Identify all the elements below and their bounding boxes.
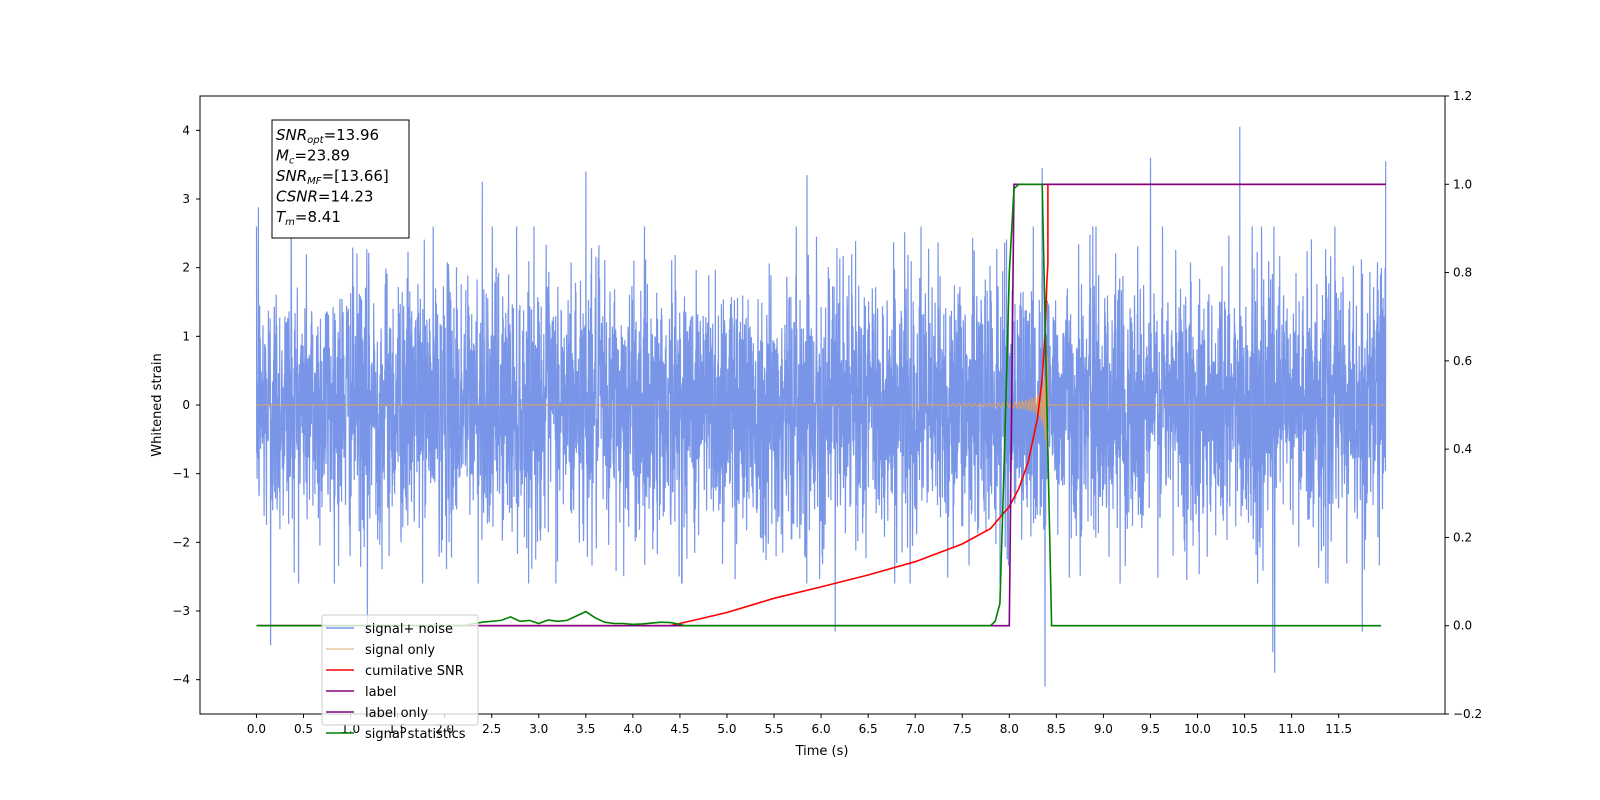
series-signal-statistics [256,183,1381,627]
annotation-line: Tm=8.41 [276,208,341,228]
x-tick-label: 11.0 [1278,722,1305,736]
x-tick-label: 2.5 [482,722,501,736]
x-tick-label: 6.5 [859,722,878,736]
x-tick-label: 7.5 [953,722,972,736]
y2-tick-label: 0.4 [1453,442,1472,456]
y2-tick-label: −0.2 [1453,707,1482,721]
legend[interactable]: signal+ noise signal only cumilative SNR la… [321,614,479,742]
x-axis-label: Time (s) [795,744,849,759]
x-tick-label: 3.0 [529,722,548,736]
series-layer [255,126,1387,687]
y-tick-label: 2 [182,261,190,275]
x-tick-label: 5.0 [717,722,736,736]
annotation-line: CSNR=14.23 [276,188,373,206]
y2-tick-label: 0.6 [1453,354,1472,368]
x-tick-label: 9.0 [1094,722,1113,736]
y2-tick-label: 0.2 [1453,530,1472,544]
series-signal-noise [255,126,1387,687]
y-axis-label: Whitened strain [150,353,165,456]
x-tick-label: 10.0 [1184,722,1211,736]
x-tick-label: 5.5 [764,722,783,736]
legend-frame [321,614,479,726]
x-tick-label: 4.0 [623,722,642,736]
x-tick-label: 4.5 [670,722,689,736]
y2-tick-label: 0.0 [1453,619,1472,633]
y-tick-label: 0 [182,398,190,412]
x-tick-label: 8.5 [1047,722,1066,736]
series-signal-only [256,355,1386,448]
annotation-frame [271,119,410,239]
x-tick-label: 8.0 [1000,722,1019,736]
legend-label-cumilative-snr: cumilative SNR [365,664,464,679]
series-cumilative-snr [256,183,1386,627]
series-label [256,183,1386,627]
snr-annotation: SNRopt=13.96Mc=23.89SNRMF=[13.66]CSNR=14… [271,119,410,239]
legend-label-label: label [365,685,396,700]
annotation-line: SNRMF=[13.66] [276,167,389,187]
x-tick-label: 0.0 [247,722,266,736]
y2-tick-label: 0.8 [1453,266,1472,280]
y-tick-label: −4 [172,673,190,687]
annotation-line: Mc=23.89 [276,147,350,167]
y-tick-label: −2 [172,535,190,549]
y-tick-label: 3 [182,192,190,206]
annotation-line: SNRopt=13.96 [276,126,379,146]
y-axis-left: −4 −3 −2 −1 0 1 2 3 4 [172,123,200,687]
legend-label-signal-only: signal only [365,643,435,658]
y-tick-label: −1 [172,467,190,481]
legend-label-signal-noise: signal+ noise [365,622,453,637]
y-tick-label: 1 [182,329,190,343]
legend-label-label-only: label only [365,706,428,721]
x-tick-label: 6.0 [812,722,831,736]
x-tick-label: 0.5 [294,722,313,736]
x-tick-label: 9.5 [1141,722,1160,736]
x-tick-label: 11.5 [1325,722,1352,736]
y-axis-right: −0.2 0.0 0.2 0.4 0.6 0.8 1.0 1.2 [1445,89,1482,721]
y-tick-label: 4 [182,123,190,137]
y-tick-label: −3 [172,604,190,618]
x-tick-label: 10.5 [1231,722,1258,736]
x-tick-label: 3.5 [576,722,595,736]
legend-label-signal-statistics: signal statistics [365,727,466,742]
y2-tick-label: 1.2 [1453,89,1472,103]
x-tick-label: 7.0 [906,722,925,736]
y2-tick-label: 1.0 [1453,177,1472,191]
